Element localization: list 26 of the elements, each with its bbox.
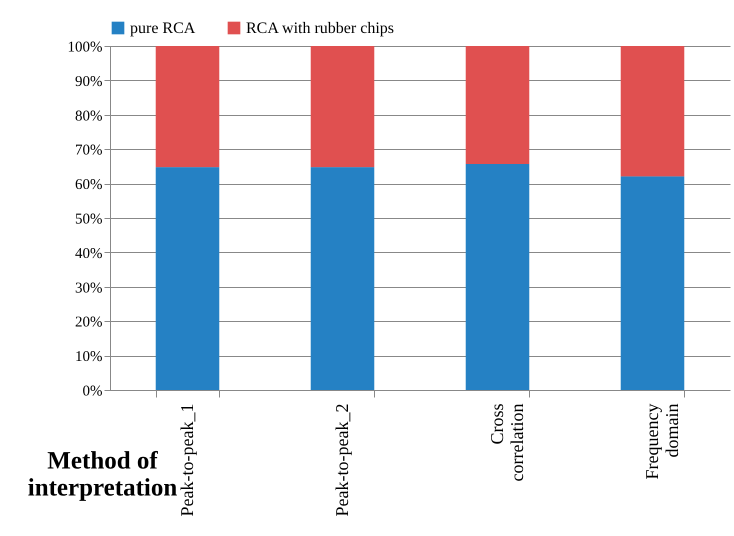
bar [466, 164, 530, 390]
x-tick-label: Peak-to-peak_1 [177, 404, 197, 516]
legend-label: pure RCA [130, 20, 196, 37]
bar [310, 167, 374, 390]
x-tick-label: Cross correlation [487, 404, 527, 482]
y-tick-label: 90% [75, 74, 102, 90]
y-tick-label: 10% [75, 349, 102, 366]
x-tick-label: Peak-to-peak_2 [332, 404, 352, 516]
y-tick-label: 40% [75, 246, 102, 262]
bar [620, 176, 684, 390]
y-tick-label: 60% [75, 177, 102, 194]
y-tick-label: 80% [75, 108, 102, 124]
bar [156, 167, 220, 390]
y-tick-label: 70% [75, 142, 102, 159]
y-tick-label: 20% [75, 314, 102, 331]
bar [156, 46, 220, 168]
x-tick-label: Frequency domain [642, 404, 682, 480]
bar [620, 46, 684, 176]
bar [310, 46, 374, 168]
bar [466, 46, 530, 164]
y-tick-label: 0% [82, 384, 102, 400]
y-tick-label: 100% [68, 40, 102, 56]
x-axis-title: Method of interpretation [28, 448, 178, 502]
y-tick-label: 30% [75, 280, 102, 296]
y-tick-label: 50% [75, 212, 102, 228]
legend-label: RCA with rubber chips [246, 20, 394, 37]
